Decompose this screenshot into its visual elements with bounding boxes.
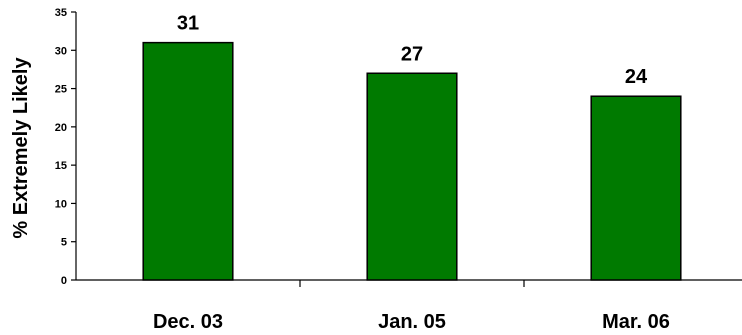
bar (590, 95, 682, 281)
y-axis: 0 5 10 15 20 25 30 35 (55, 7, 77, 287)
y-tick-label: 20 (55, 122, 67, 134)
bars (142, 41, 682, 281)
category-labels: Dec. 03 Jan. 05 Mar. 06 (153, 311, 670, 333)
y-tick-label: 15 (55, 160, 67, 172)
data-labels: 31 27 24 (177, 13, 648, 89)
category-label: Jan. 05 (378, 311, 446, 333)
y-tick-label: 35 (55, 7, 67, 19)
y-axis-title: % Extremely Likely (10, 57, 32, 239)
y-tick-label: 30 (55, 45, 67, 57)
y-tick-label: 10 (55, 198, 67, 210)
y-tick-label: 25 (55, 84, 67, 96)
bar (142, 41, 234, 281)
category-label: Mar. 06 (602, 311, 670, 333)
data-label: 31 (177, 13, 199, 35)
data-label: 27 (401, 43, 423, 65)
bar (366, 72, 458, 281)
y-tick-label: 0 (61, 275, 67, 287)
x-axis (76, 279, 742, 287)
y-tick-label: 5 (61, 237, 67, 249)
data-label: 24 (625, 66, 648, 88)
category-label: Dec. 03 (153, 311, 223, 333)
